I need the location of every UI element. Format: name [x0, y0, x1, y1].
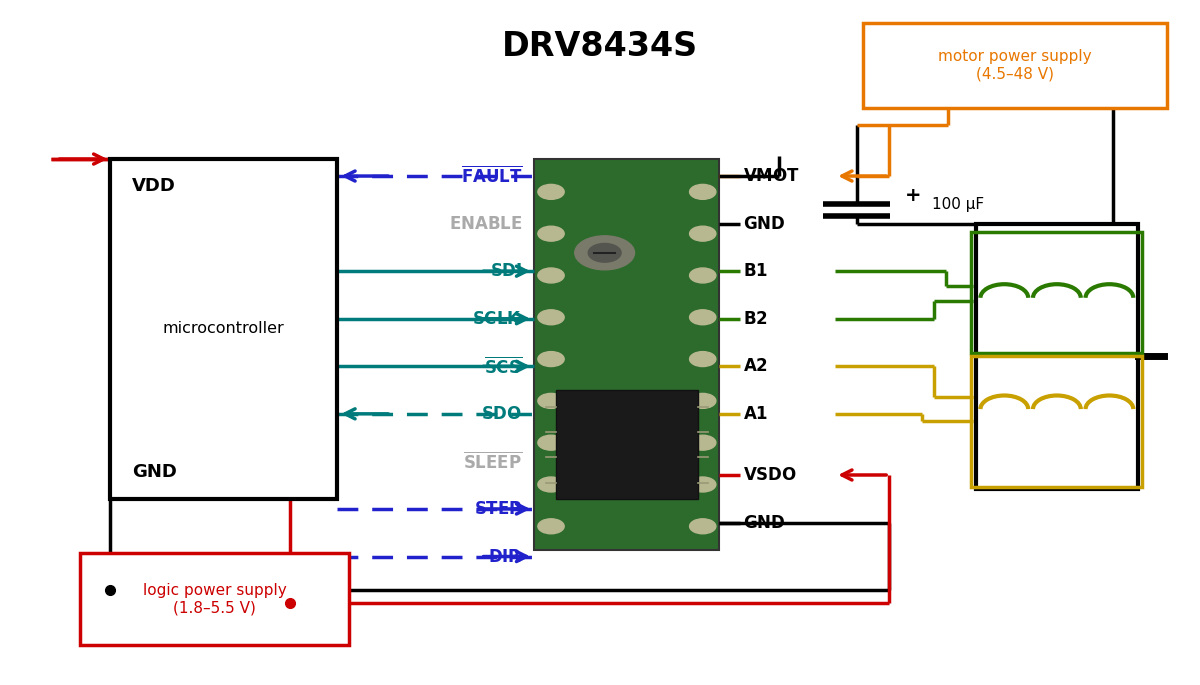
- Text: $\mathbf{GND}$: $\mathbf{GND}$: [743, 214, 786, 233]
- FancyBboxPatch shape: [80, 553, 349, 645]
- FancyBboxPatch shape: [110, 159, 337, 499]
- Circle shape: [538, 435, 564, 450]
- Circle shape: [690, 268, 716, 283]
- Circle shape: [690, 393, 716, 408]
- Circle shape: [538, 268, 564, 283]
- Circle shape: [538, 226, 564, 241]
- Circle shape: [690, 435, 716, 450]
- Text: VDD: VDD: [132, 177, 175, 195]
- Circle shape: [690, 310, 716, 325]
- Text: $\mathbf{STEP}$: $\mathbf{STEP}$: [474, 500, 522, 518]
- Text: motor power supply
(4.5–48 V): motor power supply (4.5–48 V): [938, 49, 1092, 82]
- Circle shape: [690, 226, 716, 241]
- Text: DRV8434S: DRV8434S: [502, 30, 698, 64]
- Text: $\overline{\mathbf{FAULT}}$: $\overline{\mathbf{FAULT}}$: [461, 166, 522, 186]
- Text: $\overline{\mathbf{SLEEP}}$: $\overline{\mathbf{SLEEP}}$: [463, 451, 522, 472]
- Text: $\mathbf{VSDO}$: $\mathbf{VSDO}$: [743, 466, 797, 484]
- Circle shape: [690, 184, 716, 199]
- Circle shape: [538, 351, 564, 366]
- Text: logic power supply
(1.8–5.5 V): logic power supply (1.8–5.5 V): [143, 583, 287, 615]
- Text: $\mathbf{VMOT}$: $\mathbf{VMOT}$: [743, 167, 800, 185]
- Text: $\mathbf{B2}$: $\mathbf{B2}$: [743, 310, 768, 327]
- Text: $\mathbf{DIR}$: $\mathbf{DIR}$: [488, 547, 522, 566]
- Text: $\mathbf{A1}$: $\mathbf{A1}$: [743, 405, 768, 423]
- Circle shape: [538, 393, 564, 408]
- Text: $\mathbf{SCLK}$: $\mathbf{SCLK}$: [473, 310, 522, 327]
- Text: +: +: [905, 186, 922, 206]
- Circle shape: [575, 236, 635, 270]
- Circle shape: [538, 519, 564, 534]
- Text: $\mathbf{A2}$: $\mathbf{A2}$: [743, 358, 768, 375]
- Text: microcontroller: microcontroller: [163, 321, 284, 336]
- Circle shape: [690, 477, 716, 492]
- Text: $\mathbf{SDO}$: $\mathbf{SDO}$: [481, 405, 522, 423]
- Text: $\mathbf{GND}$: $\mathbf{GND}$: [743, 514, 786, 532]
- Circle shape: [690, 351, 716, 366]
- Circle shape: [690, 519, 716, 534]
- FancyBboxPatch shape: [534, 159, 720, 550]
- Text: GND: GND: [132, 462, 176, 481]
- Text: $\mathbf{ENABLE}$: $\mathbf{ENABLE}$: [449, 214, 522, 233]
- Circle shape: [538, 310, 564, 325]
- Text: $\mathbf{B1}$: $\mathbf{B1}$: [743, 262, 768, 280]
- Circle shape: [538, 184, 564, 199]
- Text: $\overline{\mathbf{SCS}}$: $\overline{\mathbf{SCS}}$: [485, 356, 522, 377]
- Text: $\mathbf{SDI}$: $\mathbf{SDI}$: [490, 262, 522, 280]
- FancyBboxPatch shape: [977, 223, 1138, 488]
- Circle shape: [588, 243, 622, 262]
- FancyBboxPatch shape: [863, 23, 1168, 108]
- Circle shape: [538, 477, 564, 492]
- Text: 100 μF: 100 μF: [932, 197, 984, 212]
- FancyBboxPatch shape: [556, 390, 698, 499]
